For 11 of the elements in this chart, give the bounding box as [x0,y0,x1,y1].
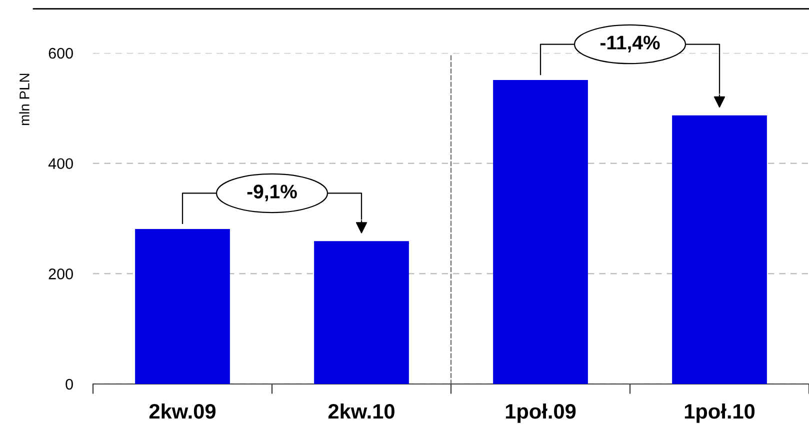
y-axis-title: mln PLN [19,74,30,126]
annotation: -9,1% [247,184,297,202]
x-tick-label: 2kw.10 [328,403,394,419]
x-tick-label: 1poł.09 [506,403,576,423]
y-tick-label: 200 [48,268,73,280]
x-tick-label: 2kw.09 [149,403,216,419]
y-tick-label: 400 [48,158,73,170]
text: -11,4% [600,36,660,52]
x-tick-label: 1poł.10 [684,403,755,423]
y-tick-label: 600 [48,48,73,59]
y-tick-label: 0 [66,378,73,390]
